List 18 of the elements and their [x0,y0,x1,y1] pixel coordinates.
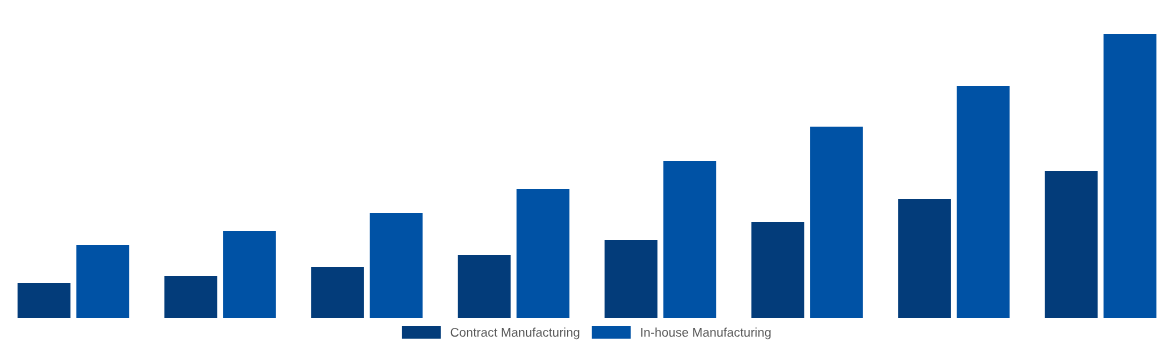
bar [223,231,276,318]
bar [663,160,717,318]
legend-label: In-house Manufacturing [641,327,771,340]
bar [604,239,658,318]
bar [457,254,511,318]
bar [1044,170,1098,318]
bar [810,126,863,318]
bar [311,266,364,318]
bar [898,199,951,318]
bar [164,275,218,318]
legend-label: Contract Manufacturing [450,327,580,340]
bar [1103,34,1157,318]
bar [369,212,423,318]
bar [751,222,805,318]
bar [956,85,1010,318]
bar [17,283,71,318]
bar [516,189,570,318]
bar [76,245,130,318]
